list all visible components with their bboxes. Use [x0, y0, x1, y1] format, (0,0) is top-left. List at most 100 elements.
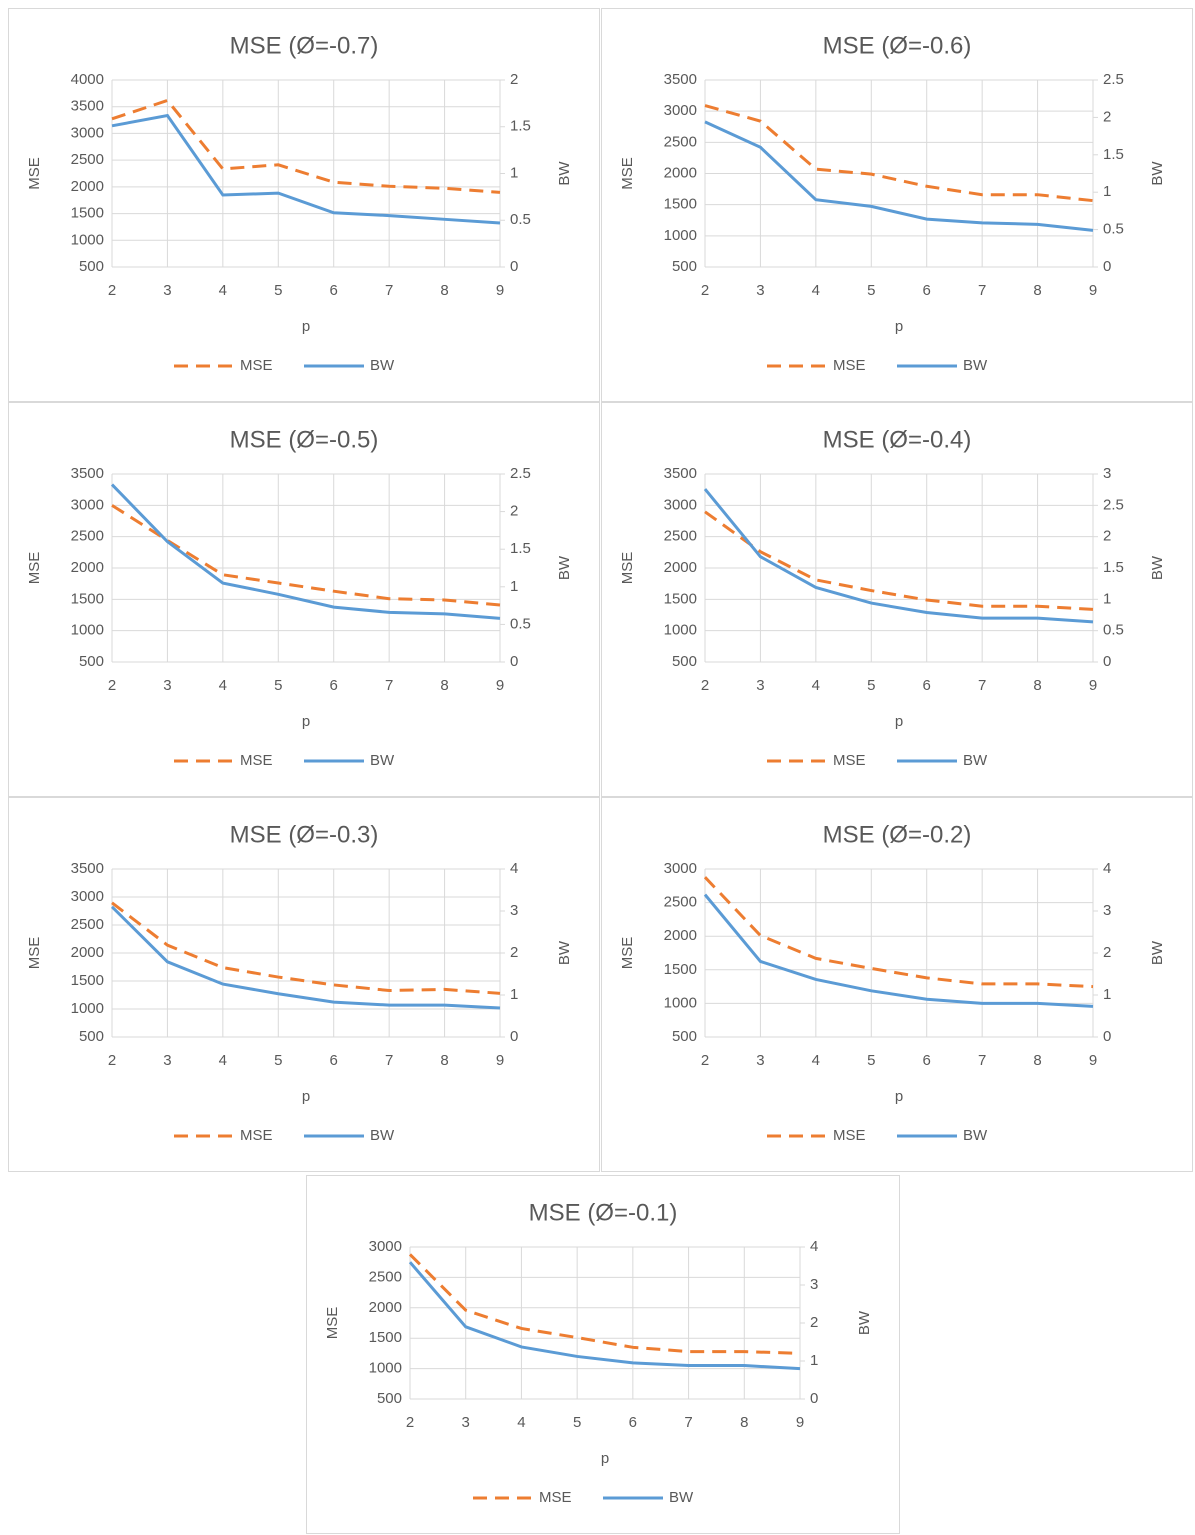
x-tick-label: 9 [1089, 677, 1097, 694]
x-tick-label: 3 [163, 1052, 171, 1069]
y2-tick-label: 2.5 [1103, 496, 1124, 513]
x-tick-label: 8 [440, 282, 448, 299]
x-tick-label: 3 [756, 1052, 764, 1069]
x-tick-label: 8 [1033, 1052, 1041, 1069]
x-tick-label: 6 [923, 282, 931, 299]
y2-tick-label: 2 [510, 71, 518, 88]
y-tick-label: 500 [79, 653, 104, 670]
legend-label: BW [370, 752, 395, 769]
y-tick-label: 1500 [369, 1329, 402, 1346]
y2-tick-label: 2.5 [1103, 71, 1124, 88]
y2-tick-label: 1 [1103, 590, 1111, 607]
x-tick-label: 5 [867, 1052, 875, 1069]
y-axis-title: MSE [26, 552, 43, 585]
x-tick-label: 2 [701, 677, 709, 694]
legend-label: BW [669, 1489, 694, 1506]
y-tick-label: 500 [672, 653, 697, 670]
chart-title: MSE (Ø=-0.7) [230, 32, 379, 59]
y-tick-label: 1000 [664, 994, 697, 1011]
series-line [704, 104, 1094, 203]
x-tick-label: 4 [812, 1052, 820, 1069]
y-tick-label: 2000 [664, 559, 697, 576]
y-tick-label: 2500 [664, 133, 697, 150]
x-axis-title: p [601, 1450, 609, 1467]
y2-tick-label: 3 [1103, 465, 1111, 482]
y2-tick-label: 0 [1103, 1028, 1111, 1045]
y2-axis-title: BW [1149, 555, 1166, 580]
y-tick-label: 1000 [71, 622, 104, 639]
x-tick-label: 5 [274, 282, 282, 299]
legend-label: MSE [833, 1127, 866, 1144]
y-tick-label: 1000 [71, 231, 104, 248]
x-axis-title: p [302, 318, 310, 335]
y2-tick-label: 0.5 [510, 615, 531, 632]
y-axis-title: MSE [26, 157, 43, 190]
chart: MSE (Ø=-0.5) 500 1000 1500 2000 2500 3000 3500 2… [8, 402, 600, 797]
x-tick-label: 4 [219, 282, 227, 299]
x-tick-label: 9 [496, 282, 504, 299]
y2-axis-title: BW [556, 940, 573, 965]
x-tick-label: 7 [978, 282, 986, 299]
x-tick-label: 5 [867, 282, 875, 299]
x-tick-label: 5 [274, 677, 282, 694]
x-tick-label: 7 [978, 1052, 986, 1069]
y-tick-label: 1500 [71, 590, 104, 607]
x-tick-label: 6 [923, 677, 931, 694]
y2-tick-label: 3 [810, 1276, 818, 1293]
y-tick-label: 1500 [664, 590, 697, 607]
chart: MSE (Ø=-0.7) 500 1000 1500 2000 2500 3000 3500 4… [8, 8, 600, 402]
chart: MSE (Ø=-0.1) 500 1000 1500 2000 2500 3000 2 3 4 5 6… [306, 1175, 900, 1534]
x-tick-label: 6 [330, 282, 338, 299]
x-tick-label: 8 [740, 1414, 748, 1431]
x-tick-label: 8 [440, 677, 448, 694]
x-tick-label: 3 [163, 677, 171, 694]
y-tick-label: 500 [672, 258, 697, 275]
y2-tick-label: 3 [1103, 902, 1111, 919]
x-tick-label: 3 [756, 677, 764, 694]
y2-axis-title: BW [856, 1310, 873, 1335]
y2-tick-label: 1.5 [510, 118, 531, 135]
y-tick-label: 2500 [664, 894, 697, 911]
x-tick-label: 9 [496, 1052, 504, 1069]
x-tick-label: 2 [108, 1052, 116, 1069]
x-tick-label: 5 [274, 1052, 282, 1069]
chart-border [601, 797, 1193, 1172]
chart-title: MSE (Ø=-0.2) [823, 821, 972, 848]
y-tick-label: 1000 [664, 227, 697, 244]
x-tick-label: 8 [1033, 282, 1041, 299]
y-tick-label: 500 [672, 1028, 697, 1045]
x-tick-label: 4 [219, 677, 227, 694]
chart-border [306, 1175, 900, 1534]
legend-label: MSE [539, 1489, 572, 1506]
y-tick-label: 1500 [71, 205, 104, 222]
x-tick-label: 5 [573, 1414, 581, 1431]
y2-axis-title: BW [556, 555, 573, 580]
y2-tick-label: 1 [510, 164, 518, 181]
y-tick-label: 2500 [664, 528, 697, 545]
x-tick-label: 3 [756, 282, 764, 299]
y2-tick-label: 0 [510, 258, 518, 275]
series-line [703, 488, 1094, 624]
x-axis-title: p [895, 1088, 903, 1105]
y2-tick-label: 0 [1103, 258, 1111, 275]
x-tick-label: 4 [219, 1052, 227, 1069]
y-axis-title: MSE [619, 552, 636, 585]
chart: MSE (Ø=-0.6) 500 1000 1500 2000 2500 3000 3500 2… [601, 8, 1193, 402]
y2-axis-title: BW [556, 161, 573, 186]
y-tick-label: 3000 [71, 496, 104, 513]
x-tick-label: 6 [923, 1052, 931, 1069]
y2-tick-label: 1.5 [1103, 559, 1124, 576]
y2-tick-label: 0.5 [1103, 221, 1124, 238]
x-tick-label: 7 [385, 1052, 393, 1069]
x-tick-label: 4 [517, 1414, 525, 1431]
series-line [408, 1261, 801, 1371]
x-tick-label: 2 [406, 1414, 414, 1431]
y-tick-label: 3000 [71, 124, 104, 141]
y-tick-label: 2000 [369, 1299, 402, 1316]
y-tick-label: 1000 [71, 1000, 104, 1017]
chart: MSE (Ø=-0.4) 500 1000 1500 2000 2500 3000 3500 2… [601, 402, 1193, 797]
legend-label: MSE [240, 1127, 273, 1144]
legend-label: MSE [240, 357, 273, 374]
y-tick-label: 1500 [71, 972, 104, 989]
